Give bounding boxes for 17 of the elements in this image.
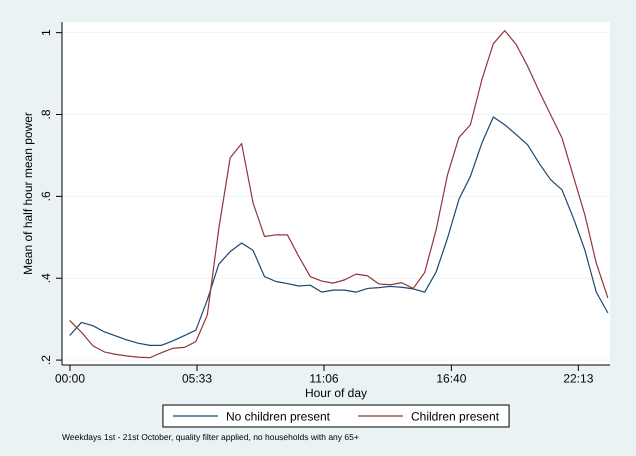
x-tick-label: 22:13 bbox=[563, 372, 594, 386]
y-tick-label: .4 bbox=[39, 272, 54, 284]
x-tick-label: 00:00 bbox=[54, 372, 86, 386]
line-series bbox=[69, 30, 608, 358]
x-tick-label: 16:40 bbox=[436, 372, 467, 386]
x-tick-label: 11:06 bbox=[309, 372, 339, 386]
y-tick-label: .8 bbox=[39, 109, 54, 120]
text: Weekdays 1st - 21st October, quality filter applied, no households with any 65+ bbox=[62, 432, 359, 442]
line-series bbox=[69, 116, 608, 346]
y-axis-title: Mean of half hour mean power bbox=[21, 112, 35, 275]
y-tick-label: .2 bbox=[39, 354, 54, 366]
x-axis-title: Hour of day bbox=[304, 386, 368, 400]
legend-label: No children present bbox=[226, 410, 331, 424]
y-tick-label: .6 bbox=[39, 191, 54, 202]
x-tick-label: 05:33 bbox=[182, 372, 212, 386]
legend-label: Children present bbox=[411, 410, 500, 424]
y-tick-label: 1 bbox=[39, 28, 54, 36]
